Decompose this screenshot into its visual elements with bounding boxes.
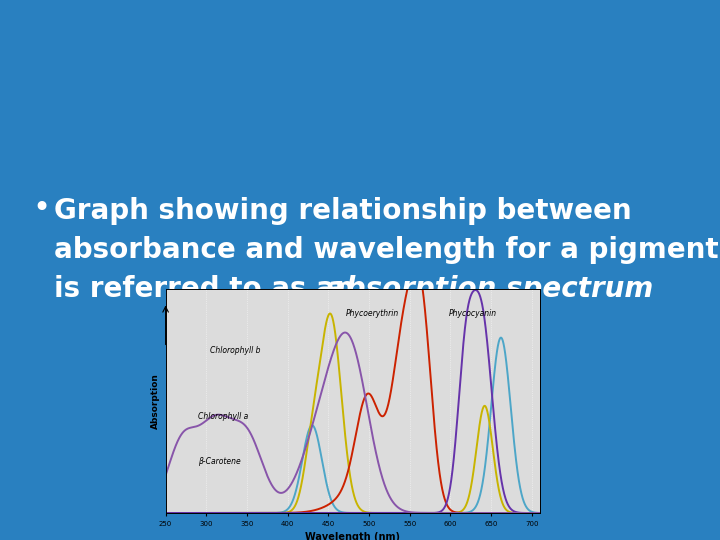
- Text: Phycocyanin: Phycocyanin: [449, 309, 497, 318]
- X-axis label: Wavelength (nm): Wavelength (nm): [305, 532, 400, 540]
- Text: Chlorophyll a: Chlorophyll a: [198, 413, 248, 421]
- Text: β-Carotene: β-Carotene: [198, 457, 241, 466]
- Text: •: •: [32, 194, 50, 224]
- Text: absorbance and wavelength for a pigment: absorbance and wavelength for a pigment: [54, 236, 719, 264]
- Text: Chlorophyll b: Chlorophyll b: [210, 346, 261, 355]
- Text: Phycoerythrin: Phycoerythrin: [346, 309, 400, 318]
- Text: is referred to as an: is referred to as an: [54, 275, 364, 303]
- Y-axis label: Absorption: Absorption: [151, 373, 160, 429]
- Text: Graph showing relationship between: Graph showing relationship between: [54, 197, 631, 225]
- Text: absorption spectrum: absorption spectrum: [328, 275, 654, 303]
